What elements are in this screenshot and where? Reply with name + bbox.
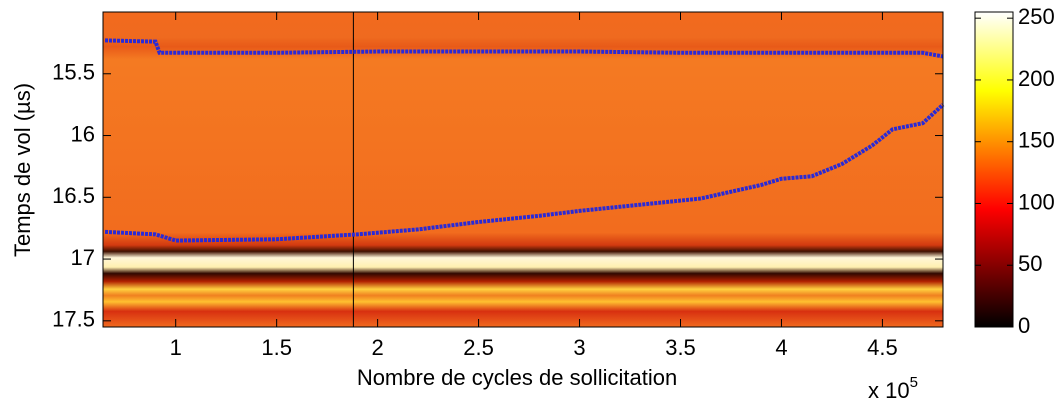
y-tick-label: 16.5 [52,183,95,208]
trace-line [104,38,944,59]
x-tick-label: 4 [775,335,787,360]
colorbar-tick-label: 100 [1018,189,1055,214]
trace-line [104,103,945,243]
x-scale-exponent: 5 [910,374,918,391]
x-tick-label: 3 [573,335,585,360]
x-tick-label: 2 [371,335,383,360]
y-tick-label: 15.5 [52,60,95,85]
marks [104,12,945,327]
x-scale-label: x 105 [868,374,918,403]
x-tick-label: 3.5 [665,335,696,360]
y-tick-label: 17 [71,245,95,270]
x-tick-label: 1 [170,335,182,360]
x-tick-label: 4.5 [867,335,898,360]
colorbar-tick-label: 200 [1018,66,1055,91]
x-scale-base: x 10 [868,378,910,403]
y-axis-label: Temps de vol (µs) [10,83,35,257]
colorbar-tick-label: 150 [1018,128,1055,153]
colorbar [974,11,1014,328]
x-tick-label: 1.5 [261,335,292,360]
y-tick-label: 16 [71,121,95,146]
x-tick-label: 2.5 [463,335,494,360]
colorbar-tick-label: 50 [1018,251,1042,276]
x-axis-label: Nombre de cycles de sollicitation [357,365,677,390]
colorbar-tick-label: 250 [1018,4,1055,29]
colorbar-tick-label: 0 [1018,313,1030,338]
heatmap-image [103,12,943,327]
y-tick-label: 17.5 [52,307,95,332]
plot-frame [102,11,944,328]
